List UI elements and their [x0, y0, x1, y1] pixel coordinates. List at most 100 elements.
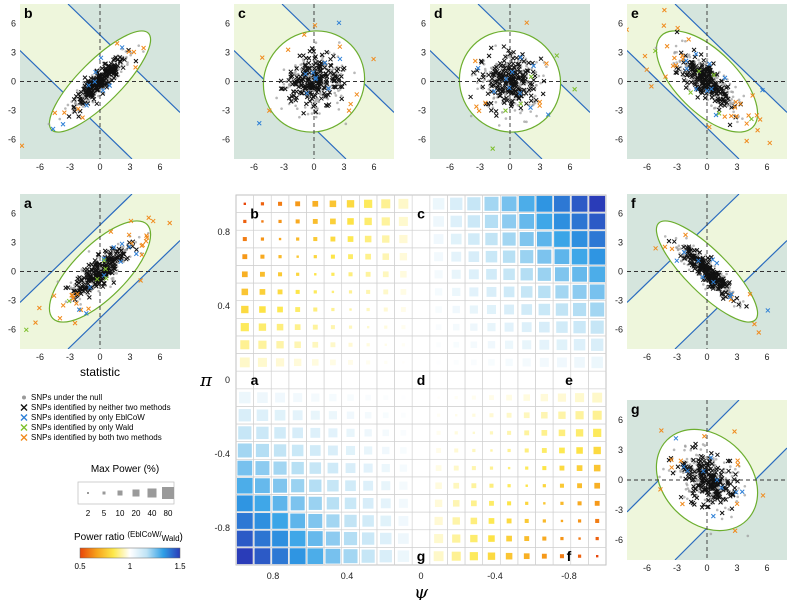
- heatmap-cell-marker: [240, 323, 249, 332]
- heatmap-cell-marker: [524, 430, 530, 436]
- null-point: [513, 109, 517, 112]
- eblcow-point: [713, 112, 719, 118]
- heatmap-cell-marker: [256, 409, 269, 421]
- null-point: [514, 98, 517, 101]
- heatmap-cell-marker: [366, 289, 371, 294]
- heatmap-cell-marker: [255, 461, 270, 476]
- neither-point: [307, 82, 313, 88]
- neither-point: [689, 59, 695, 65]
- neither-point: [91, 275, 97, 281]
- neither-point: [684, 80, 690, 86]
- null-point: [734, 467, 737, 471]
- heatmap-cell-marker: [345, 480, 356, 492]
- neither-point: [690, 491, 696, 496]
- neither-point: [325, 103, 330, 109]
- heatmap-y-tick: -0.8: [214, 523, 230, 533]
- null-point: [494, 44, 497, 47]
- null-point: [679, 69, 683, 73]
- heatmap-cell-marker: [522, 340, 532, 350]
- neither-point: [476, 77, 482, 83]
- neither-point: [86, 269, 92, 274]
- heatmap-cell-marker: [400, 447, 407, 454]
- both-point: [337, 44, 343, 50]
- null-point: [97, 94, 100, 98]
- heatmap-cell-marker: [257, 357, 267, 367]
- size-legend-square: [102, 491, 106, 495]
- heatmap-cell-marker: [468, 269, 479, 280]
- neither-point: [692, 82, 698, 88]
- neither-point: [528, 93, 534, 99]
- wald-point: [94, 276, 100, 282]
- heatmap-cell-marker: [312, 341, 319, 348]
- neither-point: [525, 68, 531, 74]
- eblcow-point: [681, 249, 687, 255]
- both-point: [144, 235, 150, 240]
- heatmap-cell-marker: [294, 324, 301, 330]
- heatmap-cell-marker: [486, 268, 497, 280]
- heatmap-x-axis-title: ψ: [414, 582, 429, 600]
- panel-label-b: b: [24, 5, 33, 21]
- neither-point: [324, 49, 330, 55]
- neither-point: [328, 63, 334, 69]
- heatmap-cell-marker: [419, 360, 423, 364]
- null-point: [303, 106, 307, 109]
- eblcow-point: [119, 241, 125, 247]
- heatmap-cell-marker: [382, 412, 389, 419]
- neither-point: [294, 66, 299, 71]
- neither-point: [501, 58, 507, 64]
- heatmap-cell-marker: [506, 412, 512, 418]
- neither-point: [521, 87, 527, 93]
- heatmap-cell-marker: [554, 213, 570, 230]
- heatmap-cell-marker: [382, 429, 390, 437]
- neither-point: [278, 78, 284, 84]
- neither-point: [311, 104, 316, 109]
- neither-point: [718, 471, 724, 477]
- null-point: [535, 114, 538, 118]
- neither-point: [709, 450, 714, 456]
- x-tick-label: 6: [764, 563, 769, 573]
- neither-point: [713, 492, 718, 498]
- heatmap-cell-marker: [241, 288, 249, 296]
- null-point: [674, 236, 678, 240]
- heatmap-cell-marker: [259, 271, 265, 277]
- neither-point: [105, 265, 111, 271]
- heatmap-cell-marker: [471, 395, 476, 400]
- eblcow-point: [475, 65, 481, 71]
- eblcow-point: [310, 70, 316, 75]
- both-point: [472, 58, 478, 64]
- heatmap-cell-marker: [469, 287, 479, 297]
- null-point: [716, 486, 719, 490]
- heatmap-cell-marker: [489, 431, 494, 435]
- y-tick-label: 3: [225, 47, 230, 57]
- neither-point: [521, 80, 526, 86]
- neither-point: [82, 266, 87, 272]
- heatmap-cell-marker: [380, 515, 392, 527]
- null-point: [110, 277, 114, 280]
- neither-point: [288, 98, 294, 104]
- neither-point: [695, 95, 701, 100]
- null-point: [81, 105, 85, 108]
- null-point: [282, 82, 286, 86]
- neither-point: [734, 295, 740, 301]
- both-point: [62, 110, 67, 115]
- x-tick-label: 0: [704, 162, 709, 172]
- null-point: [689, 448, 693, 452]
- heatmap-cell-marker: [418, 430, 424, 436]
- eblcow-point: [107, 83, 113, 88]
- eblcow-point: [491, 89, 497, 94]
- heatmap-cell-marker: [290, 513, 306, 529]
- x-tick-label: 6: [371, 162, 376, 172]
- neither-point: [498, 63, 504, 69]
- heatmap-cell-marker: [260, 254, 265, 259]
- heatmap-cell-marker: [294, 341, 301, 349]
- heatmap-cell-marker: [523, 553, 530, 560]
- heatmap-cell-marker: [592, 410, 602, 420]
- heatmap-cell-marker: [416, 516, 426, 526]
- neither-point: [112, 70, 118, 76]
- heatmap-cell-marker: [312, 324, 318, 330]
- both-point: [644, 67, 650, 73]
- neither-point: [686, 244, 692, 250]
- null-point: [339, 72, 343, 76]
- neither-point: [501, 96, 507, 102]
- heatmap-cell-marker: [503, 268, 515, 281]
